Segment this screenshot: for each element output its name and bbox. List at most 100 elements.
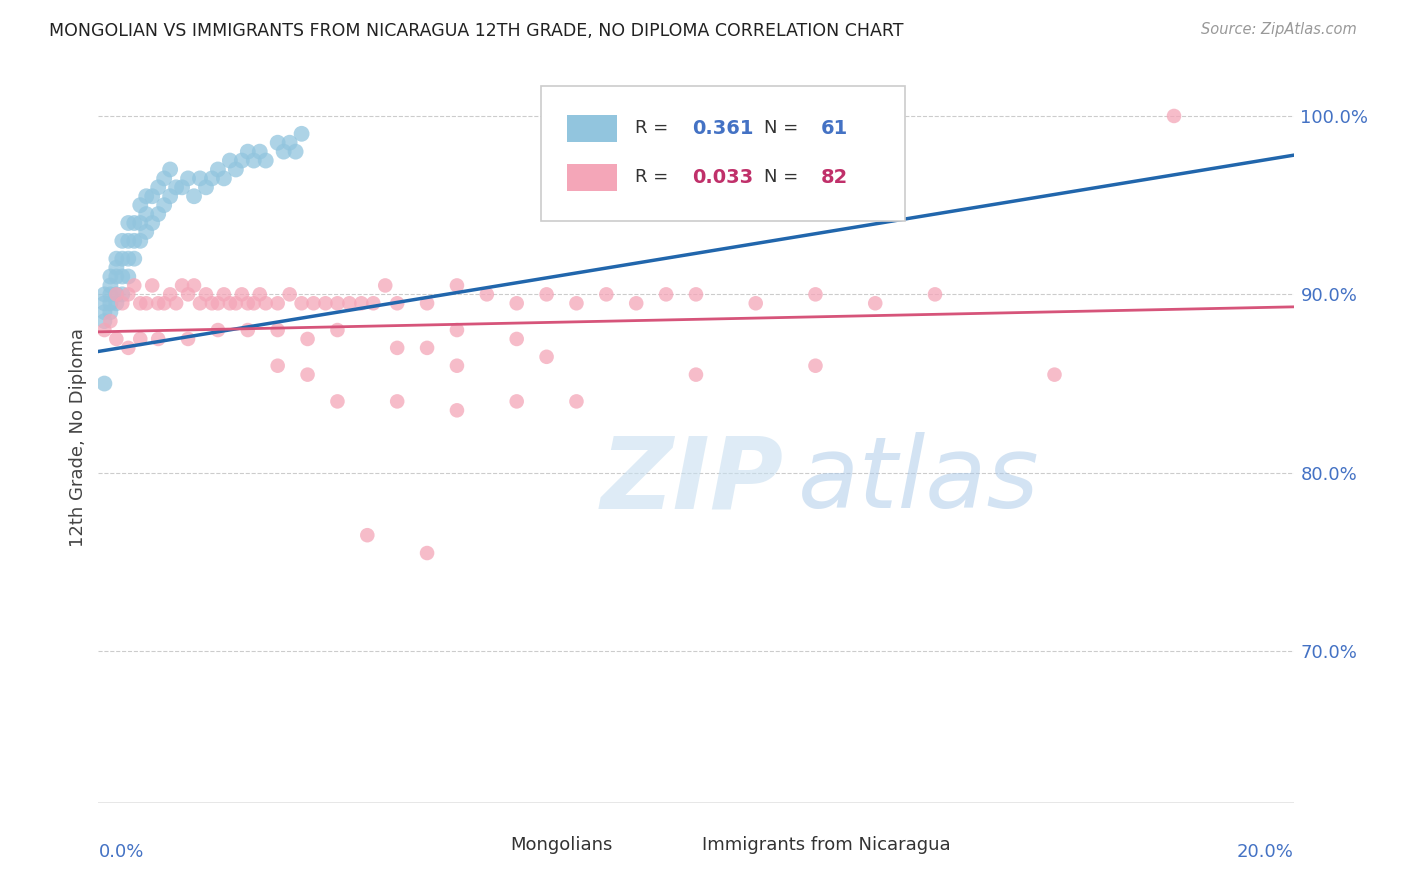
Point bbox=[236, 323, 259, 337]
Point bbox=[385, 394, 409, 409]
Point bbox=[446, 278, 468, 293]
Point bbox=[446, 323, 468, 337]
Point bbox=[117, 341, 139, 355]
Point bbox=[475, 287, 498, 301]
Point bbox=[98, 269, 122, 284]
Point bbox=[111, 287, 134, 301]
Point bbox=[565, 394, 588, 409]
Text: atlas: atlas bbox=[797, 433, 1039, 530]
Point bbox=[356, 528, 378, 542]
Point bbox=[93, 376, 115, 391]
FancyBboxPatch shape bbox=[654, 838, 692, 853]
Point bbox=[153, 171, 176, 186]
Point bbox=[273, 145, 295, 159]
Point bbox=[236, 145, 259, 159]
Point bbox=[141, 189, 163, 203]
Point bbox=[207, 323, 229, 337]
Point bbox=[416, 296, 439, 310]
Point bbox=[254, 153, 277, 168]
Point bbox=[804, 359, 827, 373]
Text: N =: N = bbox=[763, 169, 804, 186]
Point bbox=[93, 296, 115, 310]
Point bbox=[284, 145, 307, 159]
Text: 61: 61 bbox=[820, 119, 848, 138]
Point bbox=[148, 180, 170, 194]
Point bbox=[172, 180, 194, 194]
Point bbox=[93, 287, 115, 301]
Point bbox=[111, 234, 134, 248]
Point bbox=[105, 260, 128, 275]
Point bbox=[267, 296, 290, 310]
Point bbox=[141, 216, 163, 230]
Point bbox=[225, 296, 247, 310]
Text: 0.0%: 0.0% bbox=[98, 843, 143, 861]
Point bbox=[177, 287, 200, 301]
Point bbox=[105, 332, 128, 346]
Point bbox=[924, 287, 946, 301]
Point bbox=[804, 287, 827, 301]
Text: 0.361: 0.361 bbox=[692, 119, 754, 138]
Point bbox=[165, 296, 187, 310]
Point bbox=[326, 394, 349, 409]
Point bbox=[267, 359, 290, 373]
Point bbox=[446, 403, 468, 417]
Point bbox=[506, 332, 529, 346]
Point bbox=[105, 296, 128, 310]
Point bbox=[416, 341, 439, 355]
Point bbox=[385, 341, 409, 355]
Point bbox=[243, 153, 266, 168]
Point bbox=[201, 296, 224, 310]
Point bbox=[1163, 109, 1185, 123]
Point bbox=[117, 287, 139, 301]
Point bbox=[153, 296, 176, 310]
Point bbox=[291, 127, 314, 141]
Point bbox=[297, 332, 319, 346]
Text: 0.033: 0.033 bbox=[692, 168, 754, 187]
Point bbox=[195, 180, 218, 194]
Point bbox=[93, 314, 115, 328]
Point bbox=[124, 216, 146, 230]
Point bbox=[685, 368, 707, 382]
Point bbox=[183, 278, 205, 293]
Point bbox=[595, 287, 617, 301]
Point bbox=[177, 171, 200, 186]
Point bbox=[117, 252, 139, 266]
Point bbox=[291, 296, 314, 310]
Point bbox=[302, 296, 325, 310]
Point bbox=[626, 296, 648, 310]
Point bbox=[98, 314, 122, 328]
FancyBboxPatch shape bbox=[567, 163, 617, 191]
Point bbox=[267, 136, 290, 150]
Point bbox=[416, 546, 439, 560]
Point bbox=[172, 278, 194, 293]
Text: 20.0%: 20.0% bbox=[1237, 843, 1294, 861]
Y-axis label: 12th Grade, No Diploma: 12th Grade, No Diploma bbox=[69, 327, 87, 547]
Point bbox=[374, 278, 396, 293]
Point bbox=[865, 296, 887, 310]
Point bbox=[117, 234, 139, 248]
Point bbox=[165, 180, 187, 194]
Point bbox=[141, 278, 163, 293]
Point bbox=[506, 394, 529, 409]
Point bbox=[446, 359, 468, 373]
Point bbox=[148, 332, 170, 346]
Point bbox=[111, 269, 134, 284]
Point bbox=[254, 296, 277, 310]
Point bbox=[219, 153, 242, 168]
FancyBboxPatch shape bbox=[567, 114, 617, 143]
Point bbox=[135, 225, 157, 239]
Point bbox=[536, 287, 558, 301]
Point bbox=[98, 296, 122, 310]
Point bbox=[219, 296, 242, 310]
Point bbox=[231, 153, 253, 168]
Point bbox=[297, 368, 319, 382]
Point bbox=[278, 287, 301, 301]
FancyBboxPatch shape bbox=[541, 86, 905, 221]
Point bbox=[188, 296, 211, 310]
Point bbox=[111, 252, 134, 266]
Point bbox=[195, 287, 218, 301]
Point bbox=[350, 296, 373, 310]
Point bbox=[278, 136, 301, 150]
Text: N =: N = bbox=[763, 120, 804, 137]
Point bbox=[105, 287, 128, 301]
